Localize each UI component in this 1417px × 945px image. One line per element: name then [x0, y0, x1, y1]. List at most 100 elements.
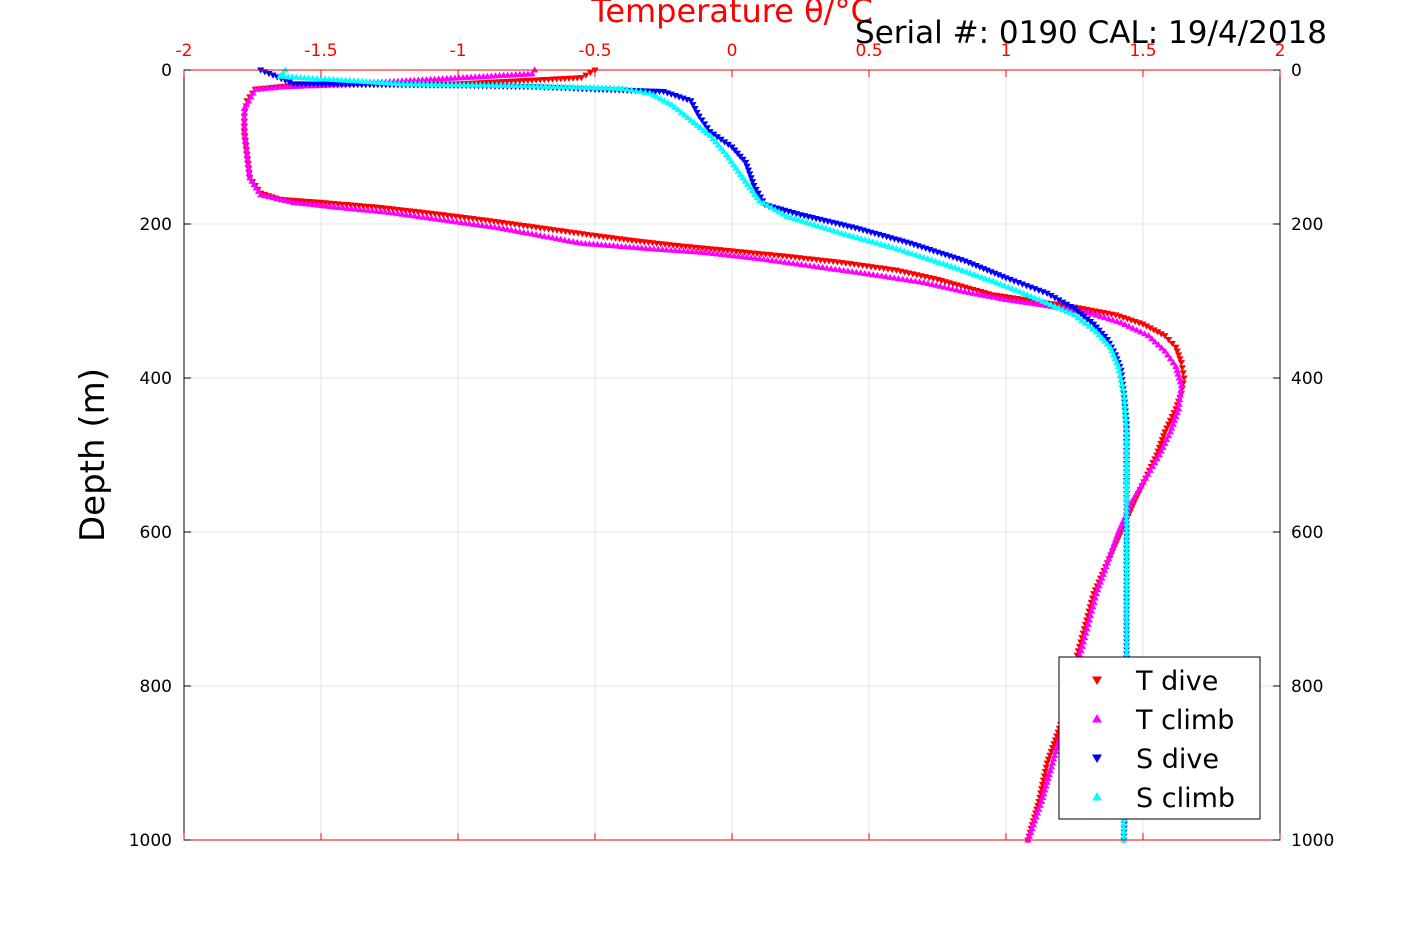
data-point [810, 221, 818, 228]
data-point [1092, 590, 1101, 597]
data-point [1122, 532, 1131, 539]
data-point [1120, 832, 1128, 839]
data-point [1042, 764, 1050, 771]
data-point [1041, 769, 1049, 776]
data-point [900, 247, 908, 254]
data-point [831, 265, 839, 272]
data-point [1079, 638, 1088, 645]
data-point [1175, 374, 1183, 381]
data-point [1122, 560, 1131, 567]
data-point [744, 167, 753, 174]
data-point [1070, 311, 1079, 318]
data-point [1120, 836, 1128, 843]
data-point [557, 235, 565, 242]
data-point [1010, 278, 1018, 285]
data-point [1085, 322, 1093, 329]
data-point [1122, 593, 1131, 600]
data-point [1122, 475, 1131, 482]
data-point [1176, 356, 1184, 363]
x-tick-label: 0.5 [855, 41, 882, 61]
data-point [1122, 487, 1131, 494]
data-point [797, 260, 806, 268]
data-point [1090, 321, 1098, 328]
legend-label: T dive [1135, 666, 1218, 697]
data-point [281, 196, 289, 204]
data-point [1137, 328, 1145, 335]
data-point [755, 197, 763, 204]
data-point [632, 87, 640, 94]
data-point [1118, 380, 1126, 387]
data-point [428, 214, 436, 221]
data-point [1164, 421, 1173, 428]
y-tick-label-right: 800 [1291, 677, 1323, 697]
data-point [1063, 301, 1071, 308]
data-point [1035, 287, 1043, 294]
data-point [1161, 347, 1169, 354]
data-point [1122, 633, 1131, 640]
data-point [1120, 394, 1128, 401]
data-point [1122, 511, 1131, 519]
data-point [845, 231, 854, 238]
data-point [998, 273, 1006, 280]
data-point [968, 261, 976, 268]
y-tick-label-right: 1000 [1291, 831, 1334, 851]
data-point [724, 141, 732, 149]
data-point [1148, 462, 1157, 470]
data-point [457, 218, 465, 226]
data-point [944, 284, 953, 291]
data-point [1101, 313, 1109, 321]
data-point [928, 256, 936, 263]
data-point [573, 238, 581, 245]
data-point [402, 211, 410, 218]
data-point [1177, 360, 1185, 367]
data-point [861, 269, 869, 276]
data-point [1023, 291, 1031, 298]
data-point [974, 272, 982, 279]
data-point [453, 218, 461, 225]
data-point [285, 197, 294, 204]
data-point [582, 72, 590, 79]
y-tick-label-left: 600 [140, 523, 172, 543]
data-point [787, 213, 795, 221]
data-point [711, 138, 720, 145]
data-point [586, 70, 595, 77]
data-point [432, 215, 440, 222]
data-point [1050, 741, 1058, 748]
data-point [989, 277, 997, 284]
data-point [700, 126, 708, 133]
data-point [269, 72, 277, 79]
data-point [1178, 365, 1186, 372]
data-point [1146, 466, 1154, 473]
data-point [1078, 642, 1086, 649]
data-point [966, 269, 974, 276]
data-point [965, 259, 973, 267]
data-point [958, 266, 967, 273]
data-point [915, 278, 924, 285]
data-point [1031, 286, 1039, 293]
data-point [1121, 320, 1129, 327]
x-tick-label: -2 [176, 41, 193, 61]
data-point [1157, 331, 1165, 338]
data-point [1046, 752, 1054, 759]
data-point [1144, 332, 1153, 339]
data-point [1084, 620, 1092, 627]
data-point [1039, 794, 1047, 801]
data-point [1092, 328, 1101, 335]
data-point [1039, 289, 1047, 296]
data-point [653, 93, 661, 100]
data-point [752, 186, 760, 193]
data-point [406, 211, 415, 218]
data-point [1120, 398, 1129, 405]
data-point [240, 104, 248, 112]
serial-calibration-label: Serial #: 0190 CAL: 19/4/2018 [855, 15, 1327, 51]
data-point [1119, 385, 1127, 392]
data-point [1122, 601, 1131, 608]
data-point [618, 84, 626, 91]
data-point [798, 217, 807, 224]
data-point [994, 272, 1003, 279]
data-point [281, 66, 289, 73]
data-point [1016, 288, 1024, 295]
data-point [865, 237, 873, 244]
data-point [553, 235, 561, 242]
data-point [818, 223, 826, 230]
